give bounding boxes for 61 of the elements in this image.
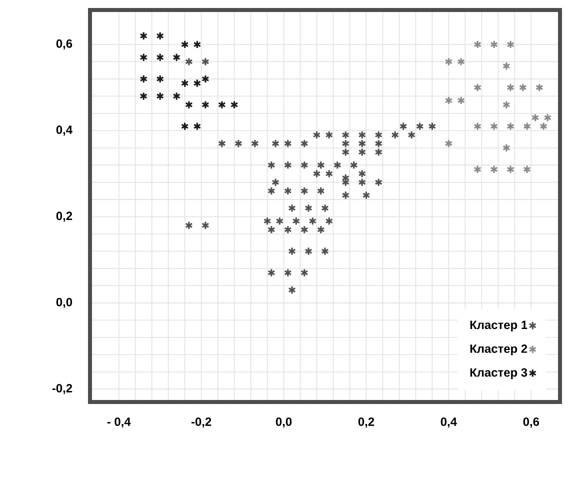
point <box>506 83 514 92</box>
legend-label: Кластер 3 <box>470 368 528 380</box>
point <box>502 143 510 152</box>
y-tick-label: 0,6 <box>56 39 72 50</box>
point <box>506 40 514 49</box>
point <box>202 74 210 84</box>
point <box>490 165 498 174</box>
point <box>156 53 164 62</box>
point <box>140 92 148 101</box>
point <box>457 57 465 66</box>
point <box>502 62 510 70</box>
point <box>140 74 148 84</box>
point <box>202 100 210 110</box>
point <box>540 122 548 131</box>
point <box>474 165 482 174</box>
point <box>156 92 164 101</box>
y-tick-label: 0,2 <box>56 212 72 222</box>
point <box>444 139 453 148</box>
point <box>544 113 552 122</box>
point <box>474 122 482 131</box>
point <box>444 96 453 105</box>
point <box>140 31 148 40</box>
point <box>457 96 465 105</box>
point <box>172 92 180 101</box>
point <box>444 57 453 66</box>
point <box>474 83 482 92</box>
point <box>535 83 544 92</box>
y-tick-label: -0,2 <box>52 384 72 394</box>
point <box>193 78 202 88</box>
point <box>506 122 514 131</box>
point <box>523 122 531 131</box>
point <box>490 122 498 131</box>
x-tick-label: - 0,4 <box>107 417 131 428</box>
y-tick-label: 0,0 <box>56 298 72 308</box>
point <box>180 122 189 131</box>
point <box>218 100 226 110</box>
x-tick-label: 0,6 <box>523 417 540 428</box>
x-tick-label: 0,0 <box>276 417 292 428</box>
point <box>172 53 180 62</box>
point <box>180 78 189 88</box>
point <box>531 113 540 122</box>
x-tick-label: 0,4 <box>440 417 457 428</box>
point <box>193 122 202 131</box>
point <box>180 40 189 49</box>
x-tick-label: 0,2 <box>358 417 374 428</box>
point <box>230 100 238 110</box>
point <box>474 40 482 49</box>
point <box>519 83 527 92</box>
point <box>193 40 202 49</box>
point <box>502 100 510 110</box>
x-tick-label: -0,2 <box>191 417 212 428</box>
point <box>156 31 164 40</box>
point <box>490 40 498 49</box>
legend-label: Кластер 1 <box>470 320 528 332</box>
point <box>523 165 531 174</box>
legend-label: Кластер 2 <box>470 344 528 356</box>
point <box>156 74 164 84</box>
point <box>140 53 148 62</box>
point <box>185 100 193 110</box>
point <box>506 165 514 174</box>
y-tick-label: 0,4 <box>56 126 72 136</box>
